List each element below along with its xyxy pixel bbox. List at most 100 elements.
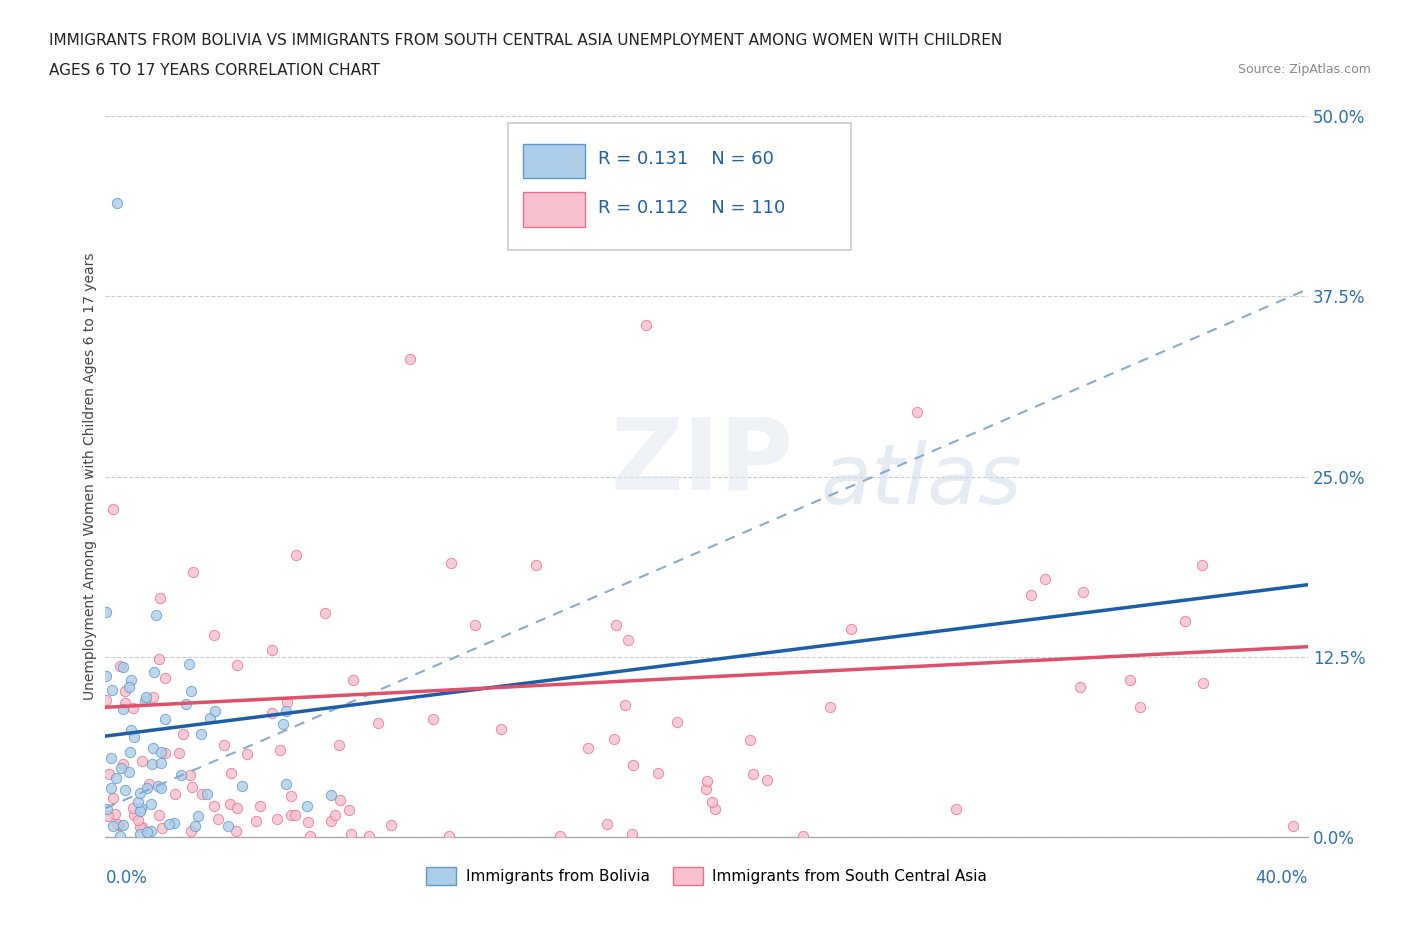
Point <box>111 659 134 674</box>
Point <box>170 768 193 783</box>
Point <box>1073 584 1095 599</box>
Point <box>100 780 122 795</box>
Point <box>101 790 124 805</box>
Point <box>207 812 229 827</box>
Point <box>141 757 163 772</box>
Point <box>1069 679 1091 694</box>
Point <box>118 680 141 695</box>
Point <box>143 664 166 679</box>
Point <box>142 690 165 705</box>
Point <box>285 547 308 562</box>
Point <box>337 803 360 817</box>
Point <box>357 829 380 844</box>
Point <box>129 785 152 800</box>
Text: 40.0%: 40.0% <box>1256 870 1308 887</box>
Point <box>595 817 617 831</box>
Point <box>187 809 209 824</box>
Point <box>101 502 124 517</box>
Point <box>111 702 134 717</box>
Point <box>605 618 627 632</box>
Point <box>122 807 145 822</box>
Text: R = 0.112    N = 110: R = 0.112 N = 110 <box>599 199 786 217</box>
Point <box>190 786 212 801</box>
Point <box>1281 818 1303 833</box>
Point <box>198 711 221 725</box>
Point <box>1119 672 1142 687</box>
Point <box>110 761 132 776</box>
Point <box>700 794 723 809</box>
FancyBboxPatch shape <box>523 143 585 179</box>
Point <box>905 405 928 419</box>
Point <box>380 817 402 832</box>
Point <box>274 703 297 718</box>
Point <box>280 789 302 804</box>
Point <box>202 627 225 642</box>
Point <box>231 778 253 793</box>
Point <box>128 804 150 818</box>
Point <box>437 829 460 844</box>
Point <box>114 684 136 698</box>
Point <box>127 794 149 809</box>
Point <box>148 807 170 822</box>
Point <box>94 692 117 707</box>
Point <box>617 633 640 648</box>
Point <box>297 815 319 830</box>
Point <box>150 755 173 770</box>
FancyBboxPatch shape <box>508 124 851 249</box>
Text: atlas: atlas <box>821 440 1022 521</box>
Point <box>328 738 350 753</box>
Point <box>150 744 173 759</box>
Point <box>636 318 658 333</box>
Point <box>181 565 204 579</box>
Point <box>134 693 156 708</box>
Point <box>666 714 689 729</box>
Point <box>179 767 201 782</box>
Point <box>367 716 389 731</box>
Point <box>146 779 169 794</box>
Point <box>548 829 571 844</box>
Point <box>214 738 236 753</box>
Point <box>96 802 118 817</box>
Point <box>218 796 240 811</box>
Point <box>96 669 118 684</box>
Point <box>266 811 288 826</box>
Point <box>153 711 176 726</box>
Point <box>172 727 194 742</box>
Point <box>276 695 298 710</box>
Point <box>120 723 142 737</box>
Point <box>122 729 145 744</box>
Point <box>107 195 129 210</box>
Point <box>180 684 202 698</box>
Point <box>155 746 177 761</box>
Text: Source: ZipAtlas.com: Source: ZipAtlas.com <box>1237 63 1371 76</box>
Point <box>98 767 121 782</box>
Point <box>105 817 128 831</box>
Point <box>323 807 346 822</box>
Point <box>273 716 295 731</box>
Point <box>225 658 247 672</box>
Point <box>135 780 157 795</box>
Point <box>190 726 212 741</box>
Text: 0.0%: 0.0% <box>105 870 148 887</box>
Point <box>249 799 271 814</box>
Point <box>114 696 136 711</box>
Point <box>620 827 643 842</box>
Point <box>696 773 718 788</box>
Point <box>741 767 763 782</box>
Point <box>217 818 239 833</box>
Point <box>339 826 361 841</box>
Point <box>177 657 200 671</box>
Point <box>100 751 122 765</box>
Text: AGES 6 TO 17 YEARS CORRELATION CHART: AGES 6 TO 17 YEARS CORRELATION CHART <box>49 63 380 78</box>
Point <box>181 780 204 795</box>
Point <box>576 741 599 756</box>
Point <box>269 743 291 758</box>
Point <box>180 823 202 838</box>
Point <box>139 796 162 811</box>
Point <box>614 698 637 712</box>
Point <box>422 711 444 726</box>
Point <box>621 758 644 773</box>
Point <box>108 817 131 832</box>
Point <box>105 771 128 786</box>
Point <box>1035 571 1057 586</box>
